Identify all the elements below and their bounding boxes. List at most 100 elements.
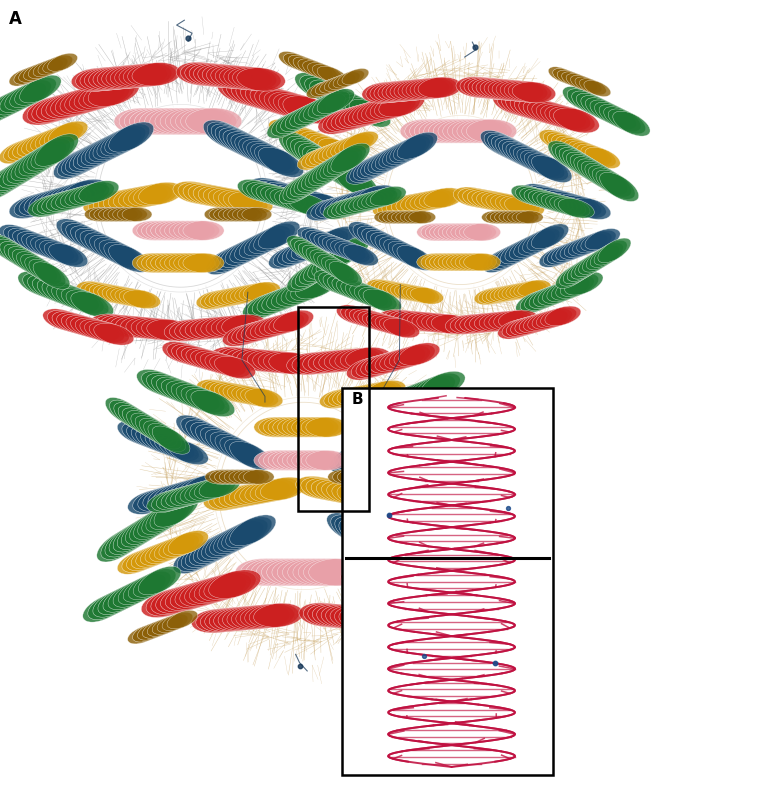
Ellipse shape — [340, 348, 386, 370]
Ellipse shape — [319, 272, 357, 295]
Ellipse shape — [0, 85, 41, 112]
Ellipse shape — [528, 311, 564, 331]
Ellipse shape — [362, 469, 392, 484]
Ellipse shape — [189, 63, 237, 87]
Ellipse shape — [283, 133, 326, 167]
Ellipse shape — [445, 315, 485, 334]
Ellipse shape — [364, 427, 406, 455]
Ellipse shape — [559, 147, 598, 177]
Ellipse shape — [103, 207, 133, 222]
Ellipse shape — [286, 235, 319, 260]
Ellipse shape — [114, 187, 157, 210]
Ellipse shape — [402, 286, 435, 303]
Ellipse shape — [204, 488, 249, 510]
Ellipse shape — [141, 319, 187, 341]
Ellipse shape — [198, 186, 243, 209]
Ellipse shape — [445, 516, 489, 549]
Ellipse shape — [131, 318, 176, 340]
Ellipse shape — [327, 198, 363, 218]
Ellipse shape — [521, 184, 561, 205]
Ellipse shape — [257, 288, 300, 314]
Ellipse shape — [146, 221, 187, 240]
Ellipse shape — [297, 149, 333, 170]
Ellipse shape — [93, 191, 137, 214]
Ellipse shape — [269, 352, 315, 375]
Ellipse shape — [260, 186, 301, 208]
Ellipse shape — [219, 128, 264, 158]
Point — [502, 501, 514, 514]
Ellipse shape — [303, 61, 333, 78]
Ellipse shape — [421, 253, 458, 271]
Ellipse shape — [356, 573, 408, 601]
Ellipse shape — [385, 347, 425, 370]
Ellipse shape — [412, 429, 450, 457]
Ellipse shape — [230, 442, 273, 470]
Ellipse shape — [505, 237, 542, 262]
Ellipse shape — [155, 108, 211, 134]
Ellipse shape — [406, 377, 450, 404]
Ellipse shape — [244, 228, 286, 256]
Ellipse shape — [137, 221, 178, 240]
Ellipse shape — [378, 310, 419, 329]
Ellipse shape — [269, 120, 308, 143]
Ellipse shape — [214, 287, 250, 307]
Ellipse shape — [476, 591, 519, 620]
Ellipse shape — [209, 608, 259, 631]
Ellipse shape — [188, 184, 233, 206]
Ellipse shape — [125, 511, 170, 544]
Ellipse shape — [133, 624, 164, 642]
Ellipse shape — [545, 306, 581, 326]
Ellipse shape — [152, 426, 190, 454]
Ellipse shape — [316, 197, 355, 218]
Ellipse shape — [434, 253, 471, 271]
Ellipse shape — [210, 244, 253, 273]
Ellipse shape — [58, 180, 102, 205]
Ellipse shape — [303, 95, 341, 121]
Ellipse shape — [442, 223, 479, 241]
Ellipse shape — [379, 474, 423, 498]
Ellipse shape — [0, 155, 42, 188]
Ellipse shape — [148, 423, 186, 451]
Ellipse shape — [312, 249, 349, 277]
Ellipse shape — [332, 277, 370, 300]
Ellipse shape — [379, 539, 425, 570]
Ellipse shape — [228, 67, 276, 91]
Ellipse shape — [200, 290, 237, 309]
Ellipse shape — [93, 129, 138, 160]
Ellipse shape — [177, 345, 217, 368]
Ellipse shape — [590, 100, 627, 125]
Ellipse shape — [100, 315, 144, 337]
Ellipse shape — [296, 273, 338, 299]
Ellipse shape — [131, 426, 171, 451]
Ellipse shape — [366, 82, 409, 103]
Ellipse shape — [151, 587, 204, 615]
Ellipse shape — [425, 566, 468, 595]
Ellipse shape — [488, 79, 531, 100]
Ellipse shape — [548, 133, 583, 154]
Ellipse shape — [4, 138, 43, 162]
Ellipse shape — [256, 184, 296, 206]
Ellipse shape — [366, 231, 403, 256]
Ellipse shape — [127, 625, 158, 644]
Ellipse shape — [458, 188, 498, 208]
Ellipse shape — [295, 73, 336, 100]
Ellipse shape — [343, 131, 379, 152]
Ellipse shape — [399, 531, 439, 555]
Ellipse shape — [175, 579, 227, 608]
Ellipse shape — [207, 122, 252, 152]
Ellipse shape — [581, 95, 618, 121]
Ellipse shape — [152, 616, 183, 634]
Ellipse shape — [215, 347, 261, 370]
Ellipse shape — [379, 141, 419, 168]
Ellipse shape — [247, 350, 293, 372]
Ellipse shape — [435, 544, 475, 569]
Ellipse shape — [488, 134, 528, 161]
Ellipse shape — [306, 248, 339, 272]
Ellipse shape — [209, 570, 261, 599]
Ellipse shape — [496, 241, 534, 266]
Ellipse shape — [205, 289, 242, 308]
Ellipse shape — [372, 145, 412, 172]
Ellipse shape — [108, 207, 138, 222]
Ellipse shape — [240, 388, 279, 407]
Ellipse shape — [151, 221, 192, 240]
